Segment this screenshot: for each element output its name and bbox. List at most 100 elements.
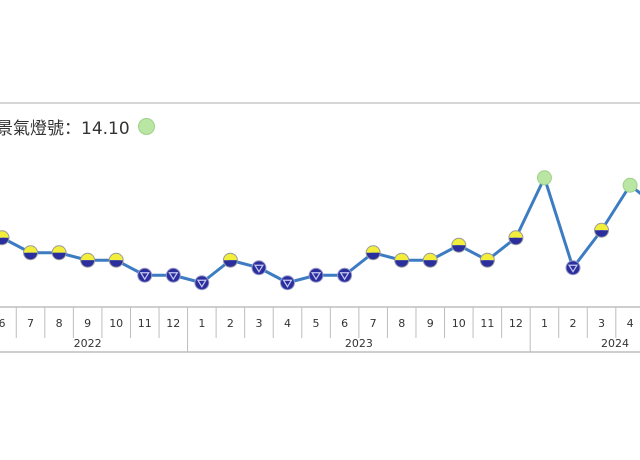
yellow-half: [80, 253, 95, 261]
year-label: 2023: [345, 337, 373, 350]
data-point-yellow-blue-light: [451, 237, 467, 253]
marker-border: [80, 252, 96, 268]
data-point-yellow-blue-light: [594, 222, 610, 238]
blue-light-marker: [565, 260, 581, 276]
data-point-yellow-blue-light: [80, 252, 96, 268]
month-tick-label: 3: [598, 317, 605, 330]
data-point-blue-light: [337, 267, 353, 283]
month-tick-label: 8: [56, 317, 63, 330]
blue-half: [594, 230, 609, 238]
down-triangle-icon: [168, 272, 179, 281]
blue-light-marker: [194, 275, 210, 291]
month-tick-label: 12: [509, 317, 523, 330]
month-tick-label: 5: [313, 317, 320, 330]
year-label: 2024: [601, 337, 629, 350]
yellow-half: [0, 230, 9, 238]
blue-half: [223, 260, 238, 268]
green-light-marker: [622, 177, 638, 193]
data-point-blue-light: [565, 260, 581, 276]
yellow-half: [52, 245, 67, 253]
legend: 景氣燈號：14.10: [0, 114, 155, 139]
series-line: [1, 176, 640, 285]
marker-border: [422, 252, 438, 268]
blue-light-marker: [137, 267, 153, 283]
month-tick-label: 1: [198, 317, 205, 330]
month-tick-label: 10: [109, 317, 123, 330]
month-tick-label: 6: [341, 317, 348, 330]
yellow-half: [394, 253, 409, 261]
down-triangle-icon: [339, 272, 350, 281]
marker-border: [108, 252, 124, 268]
blue-half: [23, 252, 38, 260]
month-tick-label: 7: [27, 317, 34, 330]
blue-half: [480, 260, 495, 268]
green-light-marker: [536, 170, 552, 186]
blue-light-marker: [280, 275, 295, 291]
marker-border: [51, 245, 67, 261]
marker-border: [394, 252, 410, 268]
yellow-half: [451, 238, 466, 246]
yellow-half: [480, 253, 495, 261]
marker-border: [479, 252, 495, 268]
blue-light-marker: [308, 267, 324, 283]
down-triangle-icon: [196, 279, 207, 288]
blue-half: [52, 252, 67, 260]
data-point-blue-light: [251, 260, 267, 276]
data-point-yellow-blue-light: [479, 252, 495, 268]
data-point-yellow-blue-light: [365, 245, 381, 261]
blue-half: [394, 260, 409, 268]
blue-light-marker: [337, 267, 353, 283]
marker-border: [451, 237, 467, 253]
month-tick-label: 4: [627, 317, 634, 330]
blue-light-marker: [251, 260, 267, 276]
month-tick-label: 10: [452, 317, 466, 330]
month-tick-label: 9: [427, 317, 434, 330]
blue-half: [451, 245, 466, 253]
month-tick-label: 3: [255, 317, 262, 330]
marker-border: [0, 230, 10, 246]
marker-border: [594, 222, 610, 238]
yellow-half: [223, 253, 238, 261]
yellow-half: [423, 253, 438, 261]
month-tick-label: 11: [138, 317, 152, 330]
month-tick-label: 9: [84, 317, 91, 330]
marker-border: [23, 245, 39, 261]
marker-border: [508, 230, 524, 246]
blue-half: [423, 260, 438, 268]
down-triangle-icon: [282, 279, 293, 288]
blue-light-marker: [165, 267, 181, 283]
blue-half: [508, 237, 523, 245]
month-tick-label: 2: [227, 317, 234, 330]
data-point-green-light: [622, 177, 638, 193]
month-tick-label: 2: [570, 317, 577, 330]
data-point-yellow-blue-light: [51, 245, 67, 261]
green-light-icon: [137, 118, 155, 135]
data-point-yellow-blue-light: [508, 230, 524, 246]
down-triangle-icon: [310, 272, 322, 281]
data-point-yellow-blue-light: [0, 230, 10, 246]
data-point-blue-light: [137, 267, 153, 283]
yellow-half: [508, 230, 523, 238]
month-tick-label: 1: [541, 317, 548, 330]
blue-half: [109, 260, 124, 268]
data-point-green-light: [536, 170, 552, 186]
data-point-yellow-blue-light: [394, 252, 410, 268]
blue-half: [366, 252, 381, 260]
data-point-blue-light: [165, 267, 181, 283]
data-point-yellow-blue-light: [422, 252, 438, 268]
down-triangle-icon: [253, 264, 265, 273]
down-triangle-icon: [139, 272, 150, 281]
data-point-blue-light: [280, 275, 295, 291]
data-point-yellow-blue-light: [222, 252, 238, 268]
yellow-half: [366, 245, 381, 253]
month-tick-label: 8: [398, 317, 405, 330]
marker-border: [222, 252, 238, 268]
blue-half: [0, 237, 9, 245]
blue-half: [80, 260, 95, 268]
month-tick-label: 4: [284, 317, 291, 330]
marker-border: [365, 245, 381, 261]
month-tick-label: 6: [0, 317, 6, 330]
data-point-blue-light: [308, 267, 324, 283]
legend-label: 景氣燈號：14.10: [0, 119, 130, 139]
